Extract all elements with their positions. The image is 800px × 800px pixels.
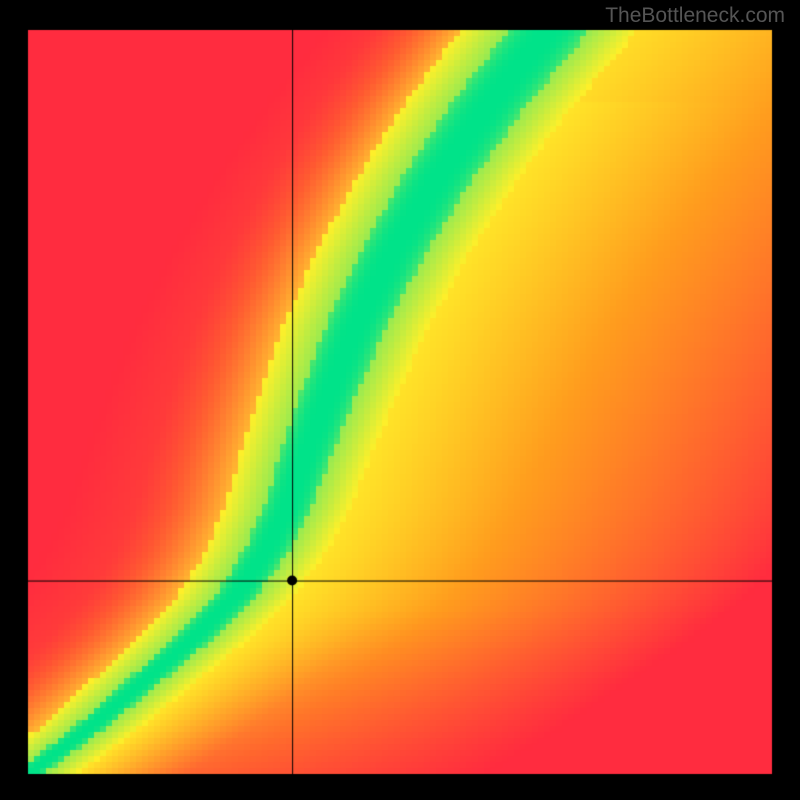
watermark-text: TheBottleneck.com [605, 4, 785, 28]
heatmap-canvas [0, 0, 800, 800]
chart-container: TheBottleneck.com [0, 0, 800, 800]
